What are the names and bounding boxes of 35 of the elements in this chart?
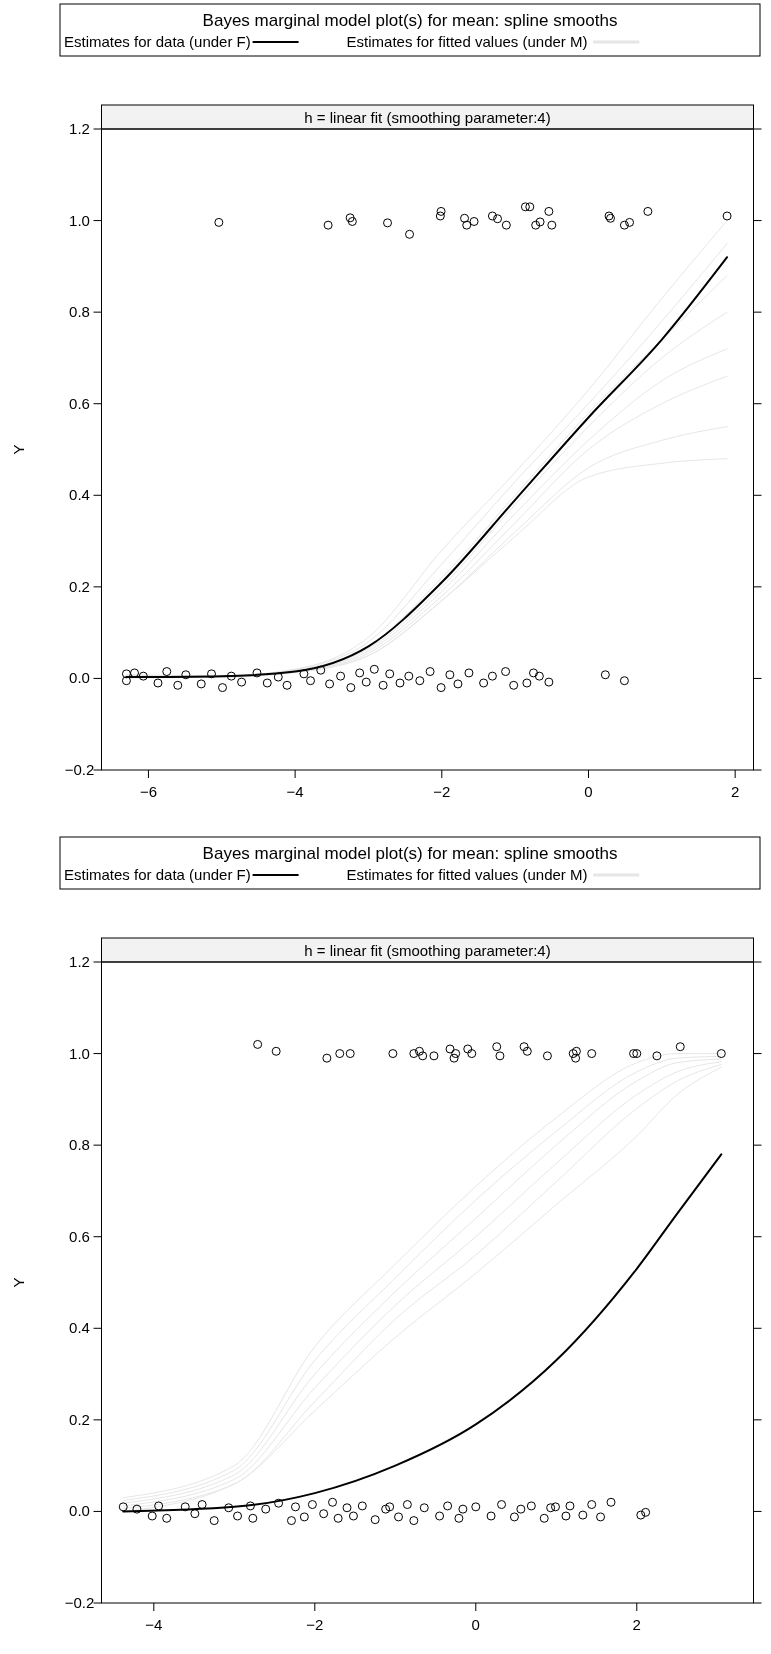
legend-label: Estimates for fitted values (under M) — [346, 866, 588, 883]
y-tick-label: 0.2 — [69, 577, 90, 595]
y-tick-label: 0.6 — [69, 394, 90, 412]
y-tick-label: 0.6 — [69, 1227, 90, 1245]
chart-subtitle: h = linear fit (smoothing parameter:4) — [304, 942, 551, 959]
y-tick-label: 0.0 — [69, 1502, 90, 1520]
y-tick-label: 0.8 — [69, 303, 90, 321]
x-tick-label: 2 — [730, 783, 740, 800]
y-tick-label: 0.0 — [69, 669, 90, 687]
y-tick-label: 0.4 — [69, 486, 90, 504]
legend-label: Estimates for data (under F) — [64, 33, 251, 50]
chart-subtitle: h = linear fit (smoothing parameter:4) — [304, 109, 551, 126]
y-tick-label: −0.2 — [64, 761, 95, 778]
x-tick-label: 0 — [471, 1616, 480, 1633]
y-axis-title: Y — [10, 1277, 27, 1288]
chart-title: Bayes marginal model plot(s) for mean: spline smooths — [202, 844, 618, 863]
x-tick-label: −4 — [286, 783, 304, 800]
x-tick-label: −4 — [145, 1616, 163, 1633]
legend-label: Estimates for fitted values (under M) — [346, 33, 588, 50]
legend-label: Estimates for data (under F) — [64, 866, 251, 883]
y-tick-label: −0.2 — [64, 1594, 95, 1611]
x-tick-label: −2 — [306, 1616, 324, 1633]
x-tick-label: −2 — [433, 783, 451, 800]
x-tick-label: 2 — [632, 1616, 641, 1633]
y-tick-label: 1.0 — [69, 1044, 90, 1062]
y-tick-label: 1.0 — [69, 211, 90, 229]
y-tick-label: 0.2 — [69, 1410, 90, 1428]
y-tick-label: 0.8 — [69, 1136, 90, 1154]
y-tick-label: 1.2 — [69, 953, 90, 970]
y-axis-title: Y — [10, 444, 27, 455]
chart-title: Bayes marginal model plot(s) for mean: spline smooths — [202, 11, 618, 30]
x-tick-label: 0 — [584, 783, 593, 800]
y-tick-label: 1.2 — [69, 120, 90, 137]
x-tick-label: −6 — [139, 783, 157, 800]
y-tick-label: 0.4 — [69, 1319, 90, 1337]
